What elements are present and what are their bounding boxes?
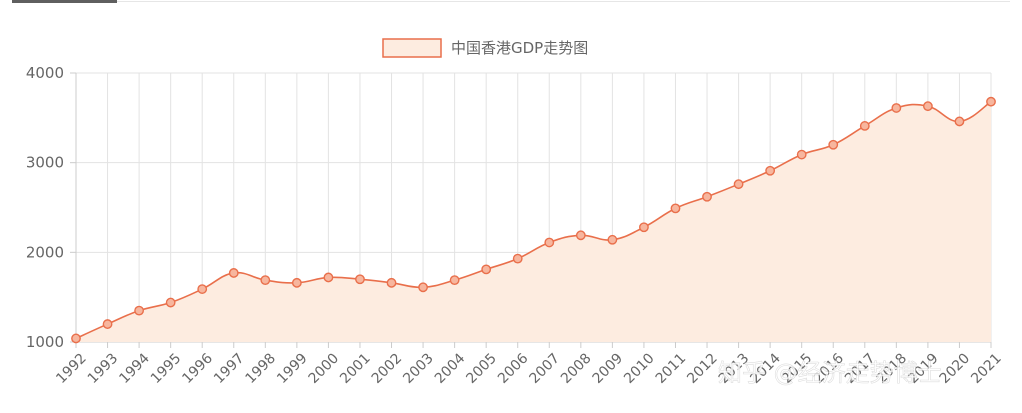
data-point-2000[interactable] — [323, 272, 334, 283]
data-point-1992[interactable] — [71, 333, 81, 344]
x-tick-label: 2021 — [968, 350, 1005, 387]
data-point-2005[interactable] — [481, 264, 492, 275]
data-point-2006[interactable] — [512, 253, 523, 264]
data-points — [71, 96, 996, 344]
x-tick-label: 1997 — [211, 350, 248, 387]
data-point-1996[interactable] — [197, 284, 208, 294]
data-point-2004[interactable] — [449, 275, 460, 286]
data-point-2016[interactable] — [828, 139, 839, 150]
x-tick-label: 1996 — [179, 350, 216, 387]
x-tick-label: 2009 — [590, 350, 627, 387]
data-point-2020[interactable] — [954, 116, 965, 127]
x-tick-label: 1995 — [148, 350, 185, 387]
data-point-2001[interactable] — [355, 274, 365, 285]
data-point-2017[interactable] — [859, 121, 870, 131]
data-point-1995[interactable] — [165, 297, 176, 308]
data-point-2012[interactable] — [702, 191, 712, 202]
y-tick-labels: 1000 2000 3000 4000 — [26, 64, 64, 351]
x-tick-label: 1993 — [85, 350, 122, 387]
data-point-2018[interactable] — [891, 103, 902, 113]
x-tick-label: 1998 — [243, 350, 280, 387]
data-point-2019[interactable] — [922, 101, 933, 112]
data-point-1994[interactable] — [134, 305, 145, 316]
x-tick-label: 2010 — [621, 350, 658, 387]
data-point-1997[interactable] — [228, 268, 239, 278]
x-tick-label: 2011 — [653, 350, 690, 387]
data-point-2009[interactable] — [607, 234, 618, 245]
y-tick-label: 4000 — [26, 64, 64, 82]
legend-label: 中国香港GDP走势图 — [451, 39, 588, 57]
data-point-2014[interactable] — [765, 165, 776, 176]
x-tick-label: 2005 — [463, 350, 500, 387]
data-point-2007[interactable] — [544, 237, 555, 248]
x-tick-label: 2003 — [400, 350, 437, 387]
series-area — [76, 101, 991, 343]
data-point-2008[interactable] — [575, 230, 586, 241]
data-point-2002[interactable] — [386, 277, 397, 288]
x-tick-label: 2008 — [558, 350, 595, 387]
data-point-2011[interactable] — [670, 203, 681, 214]
tab-bar-line — [117, 1, 1010, 2]
y-tick-label: 2000 — [26, 243, 64, 261]
x-tick-label: 1992 — [53, 350, 90, 387]
y-tick-label: 3000 — [26, 154, 64, 172]
tab-active-indicator — [12, 0, 117, 3]
data-point-2013[interactable] — [733, 179, 744, 190]
data-point-2015[interactable] — [796, 149, 807, 160]
x-tick-label: 2002 — [369, 350, 406, 387]
data-point-1993[interactable] — [102, 319, 113, 329]
y-tick-label: 1000 — [26, 333, 64, 351]
x-tick-label: 2006 — [495, 350, 532, 387]
data-point-2021[interactable] — [986, 96, 996, 107]
x-tick-label: 1999 — [274, 350, 311, 387]
x-tick-label: 2004 — [432, 350, 469, 387]
legend-swatch — [382, 38, 442, 58]
x-tick-label: 2020 — [937, 350, 974, 387]
x-tick-label: 2001 — [337, 350, 374, 387]
data-point-2003[interactable] — [418, 282, 428, 293]
watermark: 知乎 @经济走势博士 — [718, 359, 942, 387]
x-tick-label: 2007 — [527, 350, 564, 387]
legend[interactable]: 中国香港GDP走势图 — [382, 38, 588, 58]
x-tick-label: 2012 — [684, 350, 721, 387]
data-point-1998[interactable] — [260, 275, 271, 286]
x-tick-label: 1994 — [116, 350, 153, 387]
data-point-1999[interactable] — [291, 277, 302, 288]
x-tick-label: 2000 — [306, 350, 343, 387]
data-point-2010[interactable] — [639, 222, 649, 233]
